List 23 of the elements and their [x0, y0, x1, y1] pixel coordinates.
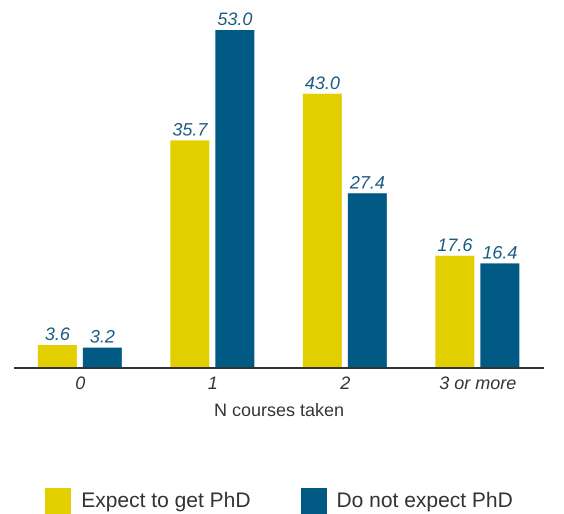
data-label: 3.6 — [44, 324, 71, 344]
data-label: 53.0 — [217, 9, 252, 29]
bar — [38, 345, 77, 368]
x-tick-label: 3 or more — [439, 372, 516, 393]
bar — [170, 140, 210, 368]
x-tick-label: 2 — [339, 372, 350, 393]
data-label: 27.4 — [348, 172, 385, 192]
x-tick-label: 0 — [75, 372, 86, 393]
legend-label: Do not expect PhD — [336, 489, 513, 513]
data-label: 43.0 — [304, 72, 340, 93]
bar — [215, 30, 254, 368]
data-label: 17.6 — [437, 234, 474, 255]
x-tick-label: 1 — [208, 372, 218, 393]
bar — [435, 256, 474, 368]
bar — [82, 348, 122, 368]
legend-label: Expect to get PhD — [81, 489, 250, 513]
x-axis-title: N courses taken — [214, 400, 344, 420]
bar — [302, 94, 342, 368]
data-label: 3.2 — [90, 326, 115, 347]
data-label: 16.4 — [482, 242, 518, 262]
bar — [480, 263, 520, 368]
bar — [348, 193, 387, 368]
data-label: 35.7 — [172, 119, 208, 140]
